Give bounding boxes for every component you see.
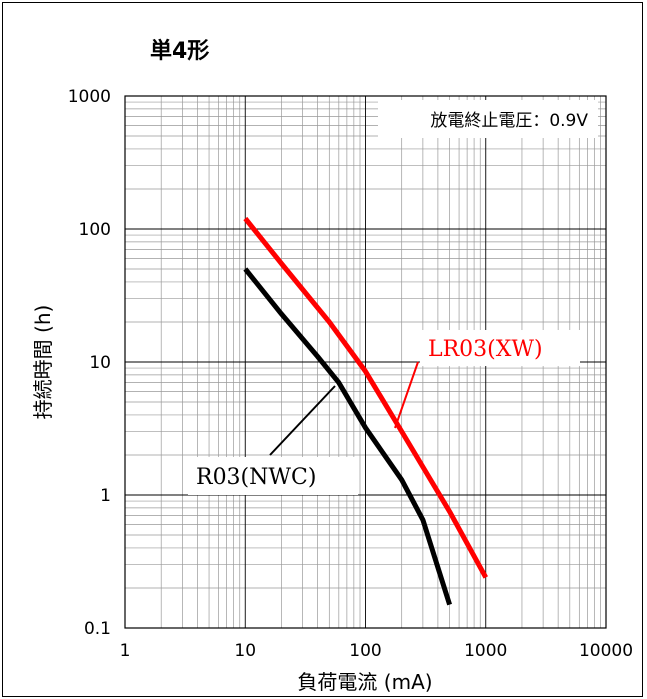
y-tick-label: 10 — [89, 353, 111, 373]
plot-border — [124, 95, 607, 629]
x-tick-label: 1000 — [464, 641, 507, 661]
series-layer — [243, 216, 488, 606]
r03-label-bg — [188, 457, 358, 495]
r03-series-label: R03(NWC) — [196, 465, 316, 490]
x-tick-label: 1 — [120, 641, 131, 661]
x-tick-label: 10 — [234, 641, 256, 661]
y-tick-label: 0.1 — [84, 619, 111, 639]
lr03-label-bg — [420, 330, 580, 366]
y-tick-label: 1 — [100, 486, 111, 506]
r03-series-line — [243, 267, 452, 606]
y-tick-label: 100 — [79, 220, 111, 240]
lr03-series-line — [243, 216, 488, 579]
annotation-text: 放電終止電圧：0.9V — [430, 111, 588, 131]
x-axis-label: 負荷電流 (mA) — [297, 670, 432, 694]
lr03-series-label: LR03(XW) — [428, 337, 543, 362]
r03-leader-line — [269, 385, 336, 456]
y-axis-label: 持続時間 (h) — [31, 305, 55, 420]
y-tick-label: 1000 — [68, 87, 111, 107]
y-tick-labels: 0.1 1 10 100 1000 — [68, 87, 111, 639]
lr03-leader-line — [394, 361, 419, 429]
x-tick-label: 10000 — [579, 641, 633, 661]
chart-title: 単4形 — [150, 38, 209, 64]
annotation-box-bg — [378, 100, 598, 138]
x-tick-label: 100 — [349, 641, 381, 661]
x-tick-labels: 1 10 100 1000 10000 — [120, 641, 633, 661]
